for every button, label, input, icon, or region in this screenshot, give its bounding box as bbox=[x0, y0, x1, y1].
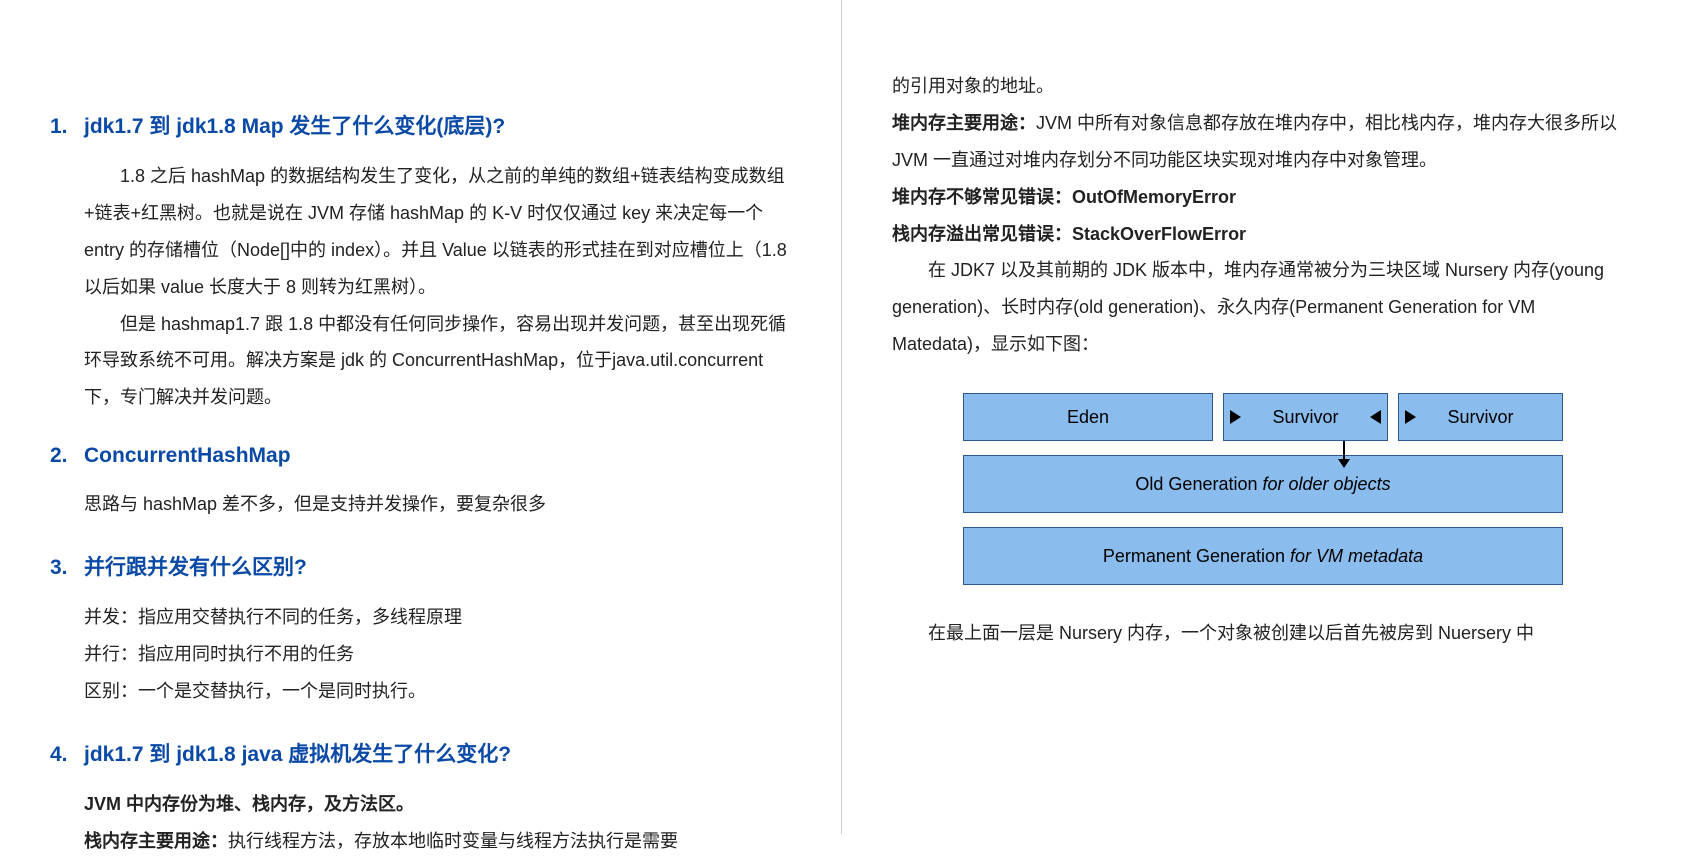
para-3c: 区别：一个是交替执行，一个是同时执行。 bbox=[84, 673, 791, 710]
box-perm-gen: Permanent Generation for VM metadata bbox=[963, 527, 1563, 585]
heading-text: ConcurrentHashMap bbox=[84, 444, 291, 468]
box-survivor-2: Survivor bbox=[1398, 393, 1563, 441]
page-left: 1. jdk1.7 到 jdk1.8 Map 发生了什么变化(底层)? 1.8 … bbox=[0, 0, 842, 834]
para-1a: 1.8 之后 hashMap 的数据结构发生了变化，从之前的单纯的数组+链表结构… bbox=[84, 158, 791, 306]
arrow-down-icon bbox=[1343, 441, 1345, 467]
para-err2: 栈内存溢出常见错误：StackOverFlowError bbox=[892, 216, 1634, 253]
heading-1: 1. jdk1.7 到 jdk1.8 Map 发生了什么变化(底层)? bbox=[50, 110, 791, 140]
para-3a: 并发：指应用交替执行不同的任务，多线程原理 bbox=[84, 599, 791, 636]
heading-text: jdk1.7 到 jdk1.8 java 虚拟机发生了什么变化? bbox=[84, 738, 511, 768]
page-right: 的引用对象的地址。 堆内存主要用途：JVM 中所有对象信息都存放在堆内存中，相比… bbox=[842, 0, 1684, 834]
heading-number: 2. bbox=[50, 444, 84, 468]
heading-number: 1. bbox=[50, 115, 84, 139]
para-4a: JVM 中内存份为堆、栈内存，及方法区。 bbox=[84, 786, 791, 823]
triangle-right-icon bbox=[1405, 410, 1416, 424]
para-heap: 堆内存主要用途：JVM 中所有对象信息都存放在堆内存中，相比栈内存，堆内存大很多… bbox=[892, 105, 1634, 179]
heap-diagram: Eden Survivor Survivor Old Generation fo… bbox=[963, 393, 1563, 585]
para-cont: 的引用对象的地址。 bbox=[892, 68, 1634, 105]
para-4b: 栈内存主要用途：执行线程方法，存放本地临时变量与线程方法执行是需要 bbox=[84, 823, 791, 860]
para-3b: 并行：指应用同时执行不用的任务 bbox=[84, 636, 791, 673]
triangle-right-icon bbox=[1230, 410, 1241, 424]
triangle-left-icon bbox=[1370, 410, 1381, 424]
para-2: 思路与 hashMap 差不多，但是支持并发操作，要复杂很多 bbox=[84, 486, 791, 523]
heading-4: 4. jdk1.7 到 jdk1.8 java 虚拟机发生了什么变化? bbox=[50, 738, 791, 768]
para-after: 在最上面一层是 Nursery 内存，一个对象被创建以后首先被房到 Nuerse… bbox=[892, 615, 1634, 652]
diagram-row-young: Eden Survivor Survivor bbox=[963, 393, 1563, 441]
heading-text: 并行跟并发有什么区别? bbox=[84, 551, 307, 581]
para-jdk7: 在 JDK7 以及其前期的 JDK 版本中，堆内存通常被分为三块区域 Nurse… bbox=[892, 252, 1634, 363]
box-old-gen: Old Generation for older objects bbox=[963, 455, 1563, 513]
heading-text: jdk1.7 到 jdk1.8 Map 发生了什么变化(底层)? bbox=[84, 110, 505, 140]
box-survivor-1: Survivor bbox=[1223, 393, 1388, 441]
heading-3: 3. 并行跟并发有什么区别? bbox=[50, 551, 791, 581]
para-err1: 堆内存不够常见错误：OutOfMemoryError bbox=[892, 179, 1634, 216]
box-eden: Eden bbox=[963, 393, 1213, 441]
heading-2: 2. ConcurrentHashMap bbox=[50, 444, 791, 468]
heading-number: 4. bbox=[50, 743, 84, 767]
heading-number: 3. bbox=[50, 556, 84, 580]
para-1b: 但是 hashmap1.7 跟 1.8 中都没有任何同步操作，容易出现并发问题，… bbox=[84, 306, 791, 417]
